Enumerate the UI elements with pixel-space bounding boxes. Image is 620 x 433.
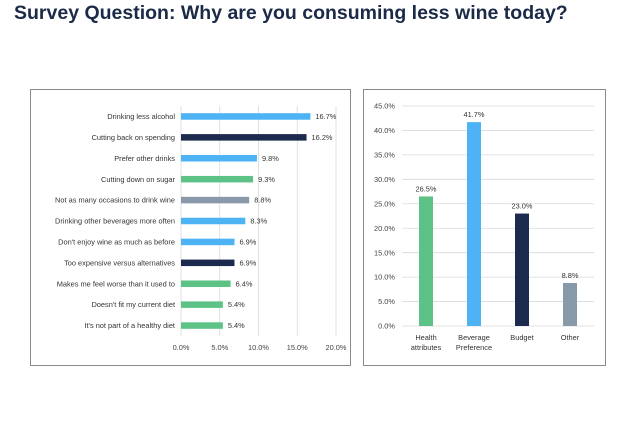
category-label: Makes me feel worse than it used to: [57, 279, 175, 288]
category-label: Other: [561, 333, 580, 342]
bar: [419, 196, 433, 326]
bar: [181, 217, 246, 225]
data-label: 5.4%: [228, 300, 245, 309]
bar: [181, 113, 311, 120]
y-tick-label: 5.0%: [378, 297, 395, 306]
bar: [181, 322, 223, 329]
y-tick-label: 25.0%: [374, 199, 395, 208]
x-tick-label: 5.0%: [211, 343, 228, 352]
bar: [181, 155, 257, 162]
data-label: 5.4%: [228, 321, 245, 330]
bar: [181, 196, 250, 204]
category-label: Beverage: [458, 333, 490, 342]
category-label: Not as many occasions to drink wine: [55, 196, 175, 205]
category-label: Don't enjoy wine as much as before: [58, 238, 175, 247]
reasons-chart-panel: 0.0% 5.0% 10.0% 15.0% 20.0% Drinking less alc…: [30, 89, 351, 366]
x-tick-label: 10.0%: [248, 343, 269, 352]
category-label: Cutting down on sugar: [101, 175, 175, 184]
category-label: Budget: [510, 333, 533, 342]
y-tick-label: 15.0%: [374, 248, 395, 257]
data-label: 9.8%: [262, 154, 279, 163]
bar: [181, 175, 254, 183]
data-label: 6.9%: [239, 238, 256, 247]
data-label: 6.4%: [236, 279, 253, 288]
y-tick-label: 10.0%: [374, 273, 395, 282]
reasons-bar-chart: 0.0% 5.0% 10.0% 15.0% 20.0% Drinking less alc…: [55, 106, 347, 352]
data-label: 8.8%: [562, 271, 579, 280]
y-tick-label: 30.0%: [374, 175, 395, 184]
bar: [467, 122, 481, 326]
bar: [181, 238, 235, 246]
bar: [181, 134, 307, 141]
data-label: 8.8%: [254, 196, 271, 205]
category-label: attributes: [411, 343, 442, 352]
data-label: 8.3%: [250, 217, 267, 226]
category-bar-chart: 0.0% 5.0% 10.0% 15.0% 20.0% 25.0% 30.0% 35.0% 40…: [374, 102, 594, 352]
category-label: Doesn't fit my current diet: [91, 300, 175, 309]
data-label: 9.3%: [258, 175, 275, 184]
bar: [181, 280, 231, 287]
category-label: Health: [415, 333, 436, 342]
category-chart-panel: 0.0% 5.0% 10.0% 15.0% 20.0% 25.0% 30.0% 35.0% 40…: [363, 89, 606, 366]
data-label: 41.7%: [464, 110, 485, 119]
y-tick-label: 0.0%: [378, 322, 395, 331]
bar: [181, 301, 223, 308]
page-title: Survey Question: Why are you consuming l…: [14, 2, 568, 24]
category-label: Drinking less alcohol: [107, 112, 175, 121]
x-tick-label: 0.0%: [173, 343, 190, 352]
category-label: Cutting back on spending: [92, 133, 175, 142]
x-tick-label: 20.0%: [326, 343, 347, 352]
bar: [563, 282, 577, 326]
bar: [181, 259, 235, 267]
data-label: 26.5%: [416, 184, 437, 193]
y-tick-label: 35.0%: [374, 150, 395, 159]
bar: [515, 213, 529, 326]
data-label: 16.7%: [315, 112, 336, 121]
data-label: 23.0%: [512, 202, 533, 211]
category-label: Too expensive versus alternatives: [64, 258, 175, 267]
category-label: It's not part of a healthy diet: [84, 321, 175, 330]
x-tick-label: 15.0%: [287, 343, 308, 352]
y-tick-label: 40.0%: [374, 126, 395, 135]
y-tick-label: 20.0%: [374, 224, 395, 233]
category-label: Prefer other drinks: [114, 154, 175, 163]
category-label: Drinking other beverages more often: [55, 217, 175, 226]
data-label: 6.9%: [239, 258, 256, 267]
category-label: Preference: [456, 343, 492, 352]
y-tick-label: 45.0%: [374, 102, 395, 111]
data-label: 16.2%: [312, 133, 333, 142]
